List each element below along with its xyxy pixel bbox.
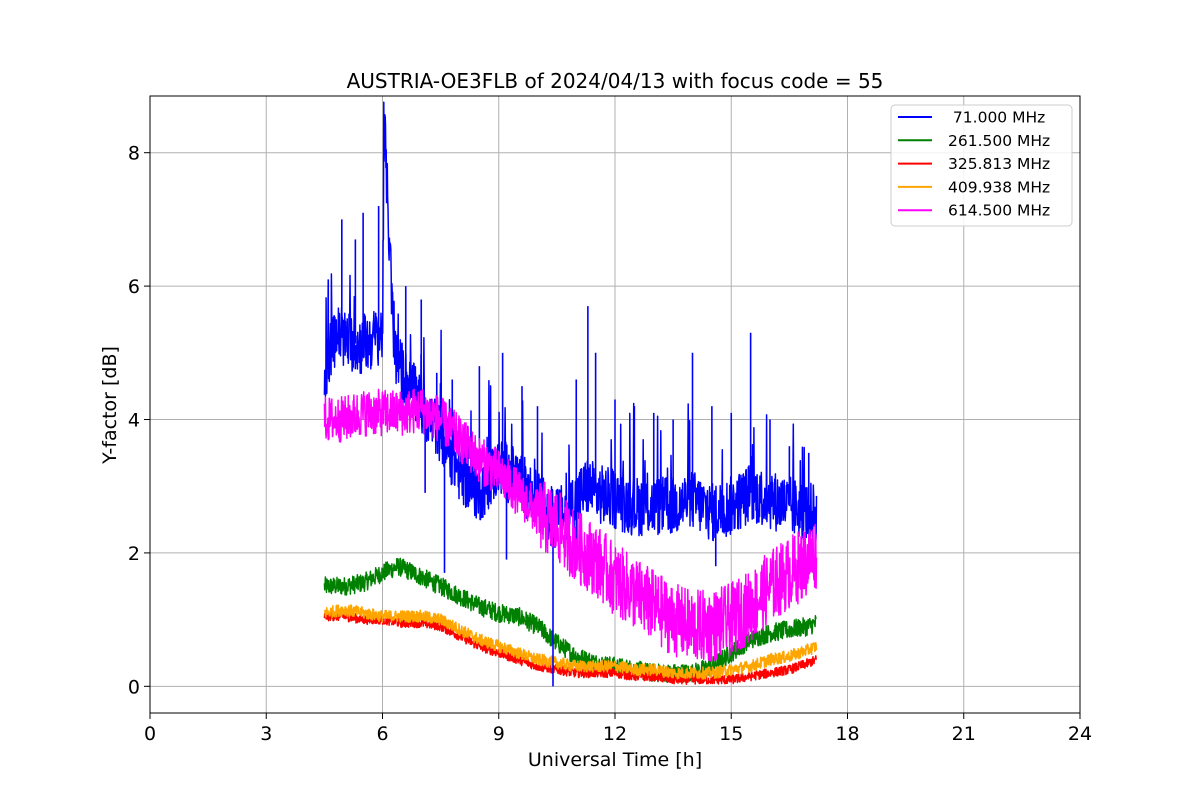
y-tick-label: 2	[128, 543, 140, 565]
x-tick-label: 15	[719, 723, 743, 745]
series-line	[323, 557, 817, 684]
series-layer	[323, 101, 818, 687]
chart-title: AUSTRIA-OE3FLB of 2024/04/13 with focus …	[347, 69, 884, 93]
legend-label: 261.500 MHz	[948, 132, 1050, 150]
x-tick-label: 18	[835, 723, 859, 745]
x-tick-label: 12	[603, 723, 627, 745]
x-tick-label: 0	[144, 723, 156, 745]
x-tick-label: 6	[376, 723, 388, 745]
series-line	[323, 388, 818, 663]
y-tick-label: 4	[128, 410, 140, 432]
legend-box	[890, 104, 1073, 227]
y-tick-label: 6	[128, 276, 140, 298]
x-tick-label: 9	[493, 723, 505, 745]
legend-entries: 71.000 MHz 261.500 MHz 325.813 MHz 409.938 …	[898, 109, 1050, 220]
legend-label: 614.500 MHz	[948, 202, 1050, 220]
legend: 71.000 MHz 261.500 MHz 325.813 MHz 409.938 …	[890, 104, 1073, 227]
legend-label: 325.813 MHz	[948, 155, 1050, 173]
legend-label: 409.938 MHz	[948, 178, 1050, 196]
x-axis-title: Universal Time [h]	[528, 749, 702, 771]
legend-label: 71.000 MHz	[948, 109, 1045, 127]
x-tick-label: 24	[1068, 723, 1092, 745]
series-line	[323, 604, 818, 680]
y-tick-label: 0	[128, 676, 140, 698]
x-tick-label: 21	[952, 723, 976, 745]
x-tick-label: 3	[260, 723, 272, 745]
series-line	[323, 101, 818, 549]
y-tick-label: 8	[128, 143, 140, 165]
y-axis-title: Y-factor [dB]	[99, 346, 121, 465]
